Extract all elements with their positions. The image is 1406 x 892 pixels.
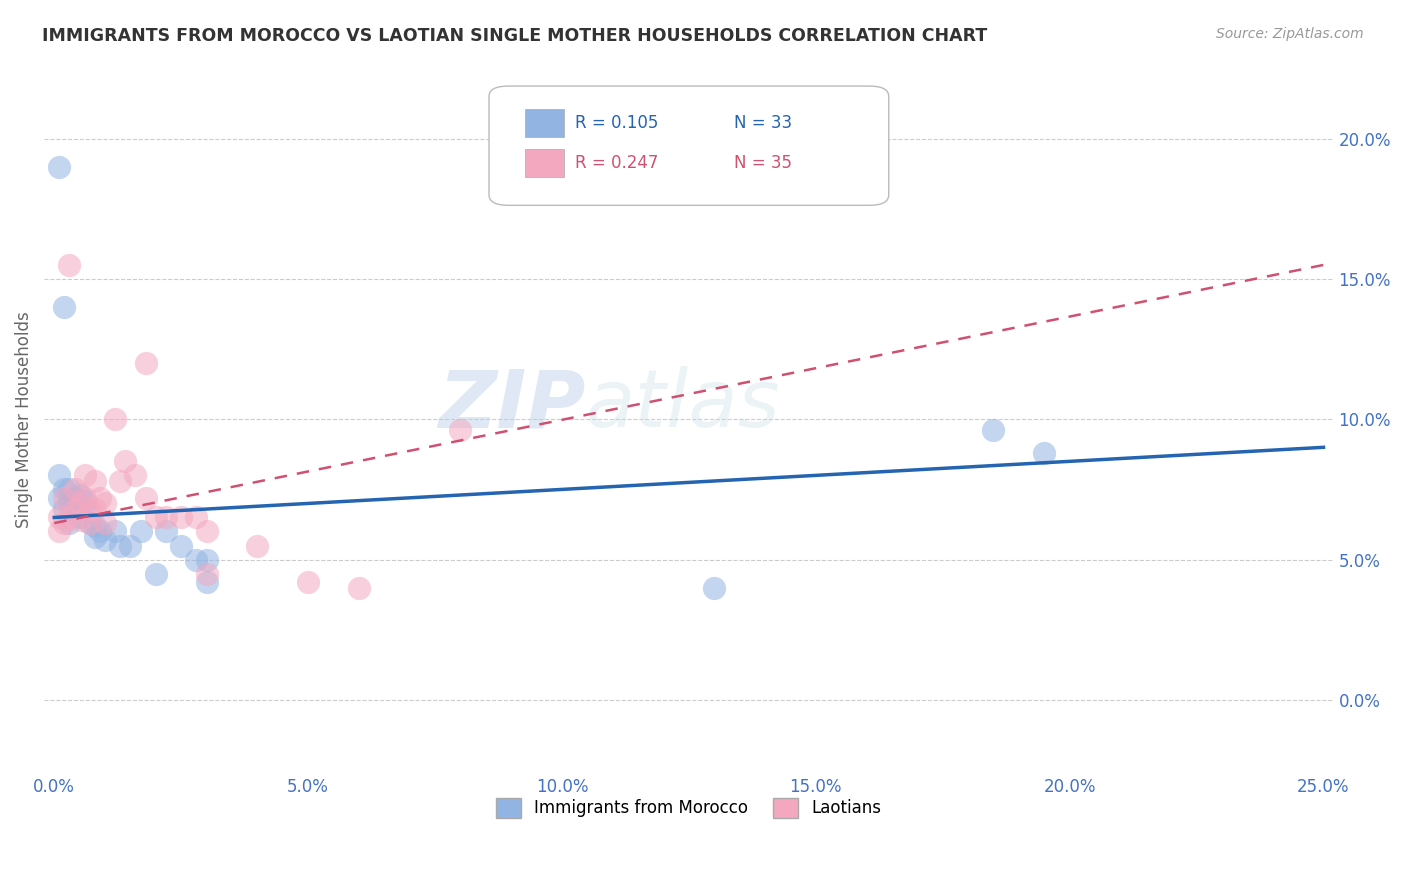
Text: R = 0.247: R = 0.247 — [575, 154, 659, 172]
Point — [73, 491, 96, 505]
Point — [297, 574, 319, 589]
Point — [89, 491, 111, 505]
Text: N = 33: N = 33 — [734, 114, 792, 132]
Point — [69, 510, 91, 524]
Point — [195, 524, 218, 539]
Point — [53, 491, 76, 505]
Point — [53, 502, 76, 516]
Point — [58, 496, 80, 510]
Point — [104, 524, 127, 539]
Point — [195, 552, 218, 566]
Point — [79, 502, 101, 516]
Point — [48, 491, 70, 505]
Point — [94, 516, 117, 530]
Point — [58, 516, 80, 530]
Legend: Immigrants from Morocco, Laotians: Immigrants from Morocco, Laotians — [489, 791, 889, 825]
Point — [110, 539, 132, 553]
Point — [63, 502, 86, 516]
Point — [48, 524, 70, 539]
FancyBboxPatch shape — [489, 86, 889, 205]
Point — [79, 516, 101, 530]
Point — [135, 491, 157, 505]
Point — [145, 566, 167, 581]
Point — [58, 510, 80, 524]
Point — [145, 510, 167, 524]
Point — [703, 581, 725, 595]
Point — [94, 533, 117, 547]
Point — [347, 581, 370, 595]
Text: N = 35: N = 35 — [734, 154, 792, 172]
Point — [58, 258, 80, 272]
Point — [170, 539, 193, 553]
Point — [449, 424, 471, 438]
Point — [83, 474, 105, 488]
Point — [135, 356, 157, 370]
Text: ZIP: ZIP — [439, 367, 586, 444]
Point — [195, 566, 218, 581]
Text: Source: ZipAtlas.com: Source: ZipAtlas.com — [1216, 27, 1364, 41]
Bar — [524, 149, 564, 178]
Point — [124, 468, 146, 483]
Point — [83, 502, 105, 516]
Point — [48, 510, 70, 524]
Point — [170, 510, 193, 524]
Point — [83, 530, 105, 544]
Point — [120, 539, 142, 553]
Point — [983, 424, 1005, 438]
Y-axis label: Single Mother Households: Single Mother Households — [15, 311, 32, 528]
Point — [73, 468, 96, 483]
Point — [110, 474, 132, 488]
Point — [89, 524, 111, 539]
Point — [114, 454, 136, 468]
Point — [69, 513, 91, 527]
Point — [73, 502, 96, 516]
Point — [73, 493, 96, 508]
Bar — [524, 109, 564, 137]
Point — [58, 483, 80, 497]
Point — [69, 488, 91, 502]
Text: R = 0.105: R = 0.105 — [575, 114, 659, 132]
Point — [129, 524, 152, 539]
Point — [79, 516, 101, 530]
Point — [53, 516, 76, 530]
Point — [63, 491, 86, 505]
Point — [104, 412, 127, 426]
Point — [53, 483, 76, 497]
Point — [155, 510, 177, 524]
Point — [155, 524, 177, 539]
Point — [94, 496, 117, 510]
Point — [48, 160, 70, 174]
Point — [53, 300, 76, 314]
Point — [83, 519, 105, 533]
Point — [1033, 446, 1056, 460]
Point — [63, 483, 86, 497]
Point — [63, 502, 86, 516]
Text: atlas: atlas — [586, 367, 780, 444]
Point — [186, 552, 208, 566]
Point — [48, 468, 70, 483]
Point — [186, 510, 208, 524]
Point — [246, 539, 269, 553]
Point — [195, 574, 218, 589]
Text: IMMIGRANTS FROM MOROCCO VS LAOTIAN SINGLE MOTHER HOUSEHOLDS CORRELATION CHART: IMMIGRANTS FROM MOROCCO VS LAOTIAN SINGL… — [42, 27, 987, 45]
Point — [69, 496, 91, 510]
